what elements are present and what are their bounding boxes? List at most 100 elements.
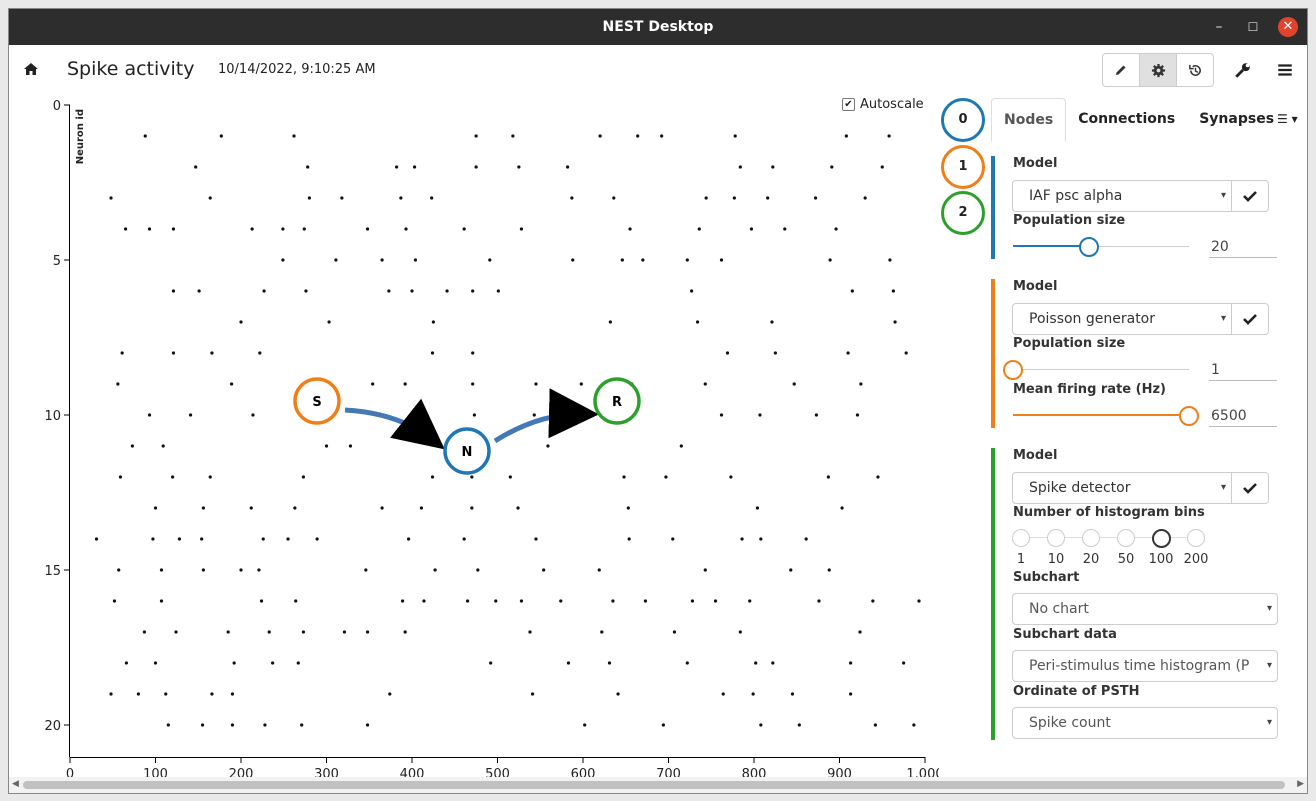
population-size-input[interactable]: 20 [1209,237,1277,258]
scrollbar-thumb[interactable] [23,781,1285,789]
spike-point [887,134,891,138]
spike-point [616,692,620,696]
spike-point [281,258,285,262]
psth-ordinate-select[interactable]: Spike count ▾ [1012,707,1278,739]
spike-point [445,289,449,293]
tab-connections[interactable]: Connections [1078,111,1176,127]
spike-point [508,475,512,479]
model-label: Model [1013,279,1058,294]
wrench-icon[interactable] [1234,61,1252,79]
spike-point [230,692,235,696]
spike-point [395,165,399,169]
spike-point [406,537,411,541]
spike-point [770,320,774,324]
autoscale-checkbox[interactable]: ✔ [842,98,855,111]
tab-nodes[interactable]: Nodes [991,98,1067,142]
horizontal-scrollbar[interactable]: ◀ ▶ [9,777,1307,793]
spike-point [315,537,319,541]
population-size-slider[interactable] [1013,246,1189,247]
settings-button[interactable] [1140,54,1177,86]
histogram-bin-option[interactable] [1152,529,1171,548]
scroll-left-icon[interactable]: ◀ [12,779,19,789]
spike-point [622,475,626,479]
model-select[interactable]: Poisson generator ▾ [1012,303,1232,335]
spike-point [849,661,853,665]
spike-point [719,413,724,417]
spike-point [471,289,475,293]
home-icon[interactable] [23,61,39,77]
histogram-bin-option[interactable] [1047,529,1065,547]
history-button[interactable] [1177,54,1213,86]
tab-synapses[interactable]: Synapses [1199,111,1275,127]
spike-point [608,320,612,324]
model-label: Model [1013,448,1058,463]
spike-point [462,537,466,541]
spike-point [830,165,834,169]
view-mode-button-group [1102,53,1214,87]
spike-point [433,568,437,572]
minimize-button[interactable]: – [1215,19,1223,35]
population-size-slider[interactable] [1013,369,1189,370]
spike-point [758,413,762,417]
spike-point [733,134,737,138]
tab-options-dropdown[interactable]: ☰ ▾ [1277,112,1298,126]
spike-point [566,661,571,665]
mean-firing-rate-slider-thumb[interactable] [1179,406,1199,426]
spike-point [364,568,368,572]
model-select[interactable]: IAF psc alpha ▾ [1012,180,1232,212]
spike-point [583,723,587,727]
population-size-label: Population size [1013,336,1126,351]
spike-point [489,661,493,665]
spike-point [342,630,347,634]
histogram-bin-option[interactable] [1082,529,1100,547]
spike-point [704,196,708,200]
spike-point [465,599,470,603]
spike-point [771,661,775,665]
spike-point [891,289,895,293]
subchart-select[interactable]: No chart ▾ [1012,593,1278,625]
chevron-down-icon: ▾ [1263,651,1272,681]
spike-point [117,568,121,572]
histogram-bin-option[interactable] [1012,529,1030,547]
model-confirm-button[interactable] [1231,180,1269,212]
node-select-0[interactable]: 0 [941,98,985,142]
window-title: NEST Desktop [602,19,714,35]
spike-point [749,227,754,231]
mean-firing-rate-input[interactable]: 6500 [1209,406,1277,427]
population-size-input[interactable]: 1 [1209,360,1277,381]
spike-point [153,661,158,665]
model-confirm-button[interactable] [1231,472,1269,504]
node-select-1[interactable]: 1 [941,145,985,189]
spike-point [300,723,304,727]
spike-point [813,196,818,200]
histogram-bin-option[interactable] [1117,529,1135,547]
histogram-bins-slider[interactable] [1021,537,1196,538]
spike-point [494,599,498,603]
spike-point [661,723,665,727]
menu-icon[interactable] [1276,61,1294,79]
spike-point [365,227,370,231]
model-confirm-button[interactable] [1231,303,1269,335]
spike-point [371,382,375,386]
scroll-right-icon[interactable]: ▶ [1297,779,1304,789]
mean-firing-rate-label: Mean firing rate (Hz) [1013,382,1166,397]
model-select[interactable]: Spike detector ▾ [1012,472,1232,504]
spike-point [257,568,261,572]
maximize-button[interactable]: ☐ [1247,20,1259,34]
population-size-slider-thumb[interactable] [1003,360,1023,380]
check-icon [1243,483,1257,494]
spike-point [671,537,675,541]
edit-button[interactable] [1103,54,1140,86]
close-button[interactable]: ✕ [1278,17,1298,37]
population-size-slider-thumb[interactable] [1078,237,1099,257]
node-select-2[interactable]: 2 [941,191,985,235]
psth-ordinate-select-value: Spike count [1029,715,1111,731]
check-icon [1243,314,1257,325]
spike-point [403,382,407,386]
spike-point [719,258,724,262]
autoscale-toggle[interactable]: ✔ Autoscale [842,97,924,112]
spike-point [304,289,308,293]
spike-point [112,599,117,603]
histogram-bin-option[interactable] [1187,529,1205,547]
subchart-data-select[interactable]: Peri-stimulus time histogram (P ▾ [1012,650,1278,682]
